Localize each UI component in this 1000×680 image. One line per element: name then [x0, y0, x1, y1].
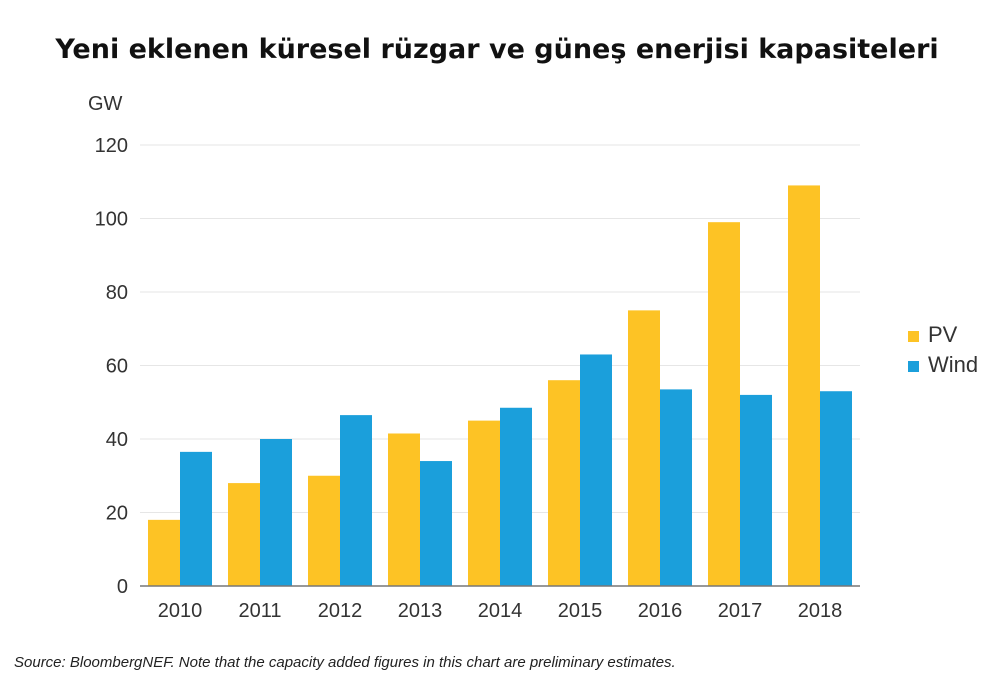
y-tick-label: 40 [106, 429, 128, 451]
y-tick-label: 120 [95, 135, 128, 157]
bar-pv-2014 [468, 420, 500, 586]
source-note: Source: BloombergNEF. Note that the capa… [14, 654, 676, 671]
y-axis-unit-label: GW [88, 93, 123, 115]
x-tick-label: 2017 [718, 600, 763, 622]
legend-swatch-pv [908, 331, 919, 342]
y-tick-label: 0 [117, 576, 128, 598]
bar-wind-2012 [340, 415, 372, 586]
bar-wind-2017 [740, 394, 772, 586]
legend-swatch-wind [908, 361, 919, 372]
bar-pv-2012 [308, 475, 340, 586]
x-axis-ticks: 2010 2011 2012 2013 2014 2015 2016 2017 2018 [158, 600, 843, 622]
bars [148, 185, 852, 587]
y-tick-label: 100 [95, 209, 128, 231]
y-tick-label: 80 [106, 282, 128, 304]
bar-wind-2011 [260, 439, 292, 586]
y-tick-label: 60 [106, 356, 128, 378]
x-tick-label: 2016 [638, 600, 683, 622]
bar-pv-2017 [708, 222, 740, 587]
x-tick-label: 2015 [558, 600, 603, 622]
x-tick-label: 2011 [238, 600, 281, 622]
legend-label-wind: Wind [928, 352, 978, 377]
x-tick-label: 2013 [398, 600, 443, 622]
x-tick-label: 2012 [318, 600, 363, 622]
bar-pv-2013 [388, 433, 420, 586]
x-tick-label: 2010 [158, 600, 203, 622]
x-tick-label: 2018 [798, 600, 843, 622]
bar-pv-2018 [788, 185, 820, 587]
bar-wind-2018 [820, 391, 852, 586]
y-tick-label: 20 [106, 503, 128, 525]
bar-wind-2015 [580, 354, 612, 586]
bar-wind-2013 [420, 461, 452, 586]
legend: PV Wind [908, 322, 978, 377]
bar-pv-2016 [628, 310, 660, 586]
bar-wind-2010 [180, 451, 212, 586]
bar-wind-2014 [500, 407, 532, 586]
y-axis-ticks: 0 20 40 60 80 100 120 [95, 135, 128, 598]
chart-title: Yeni eklenen küresel rüzgar ve güneş ene… [54, 34, 938, 65]
x-tick-label: 2014 [478, 600, 523, 622]
bar-pv-2011 [228, 483, 260, 586]
legend-label-pv: PV [928, 322, 958, 347]
bar-wind-2016 [660, 389, 692, 586]
bar-pv-2010 [148, 519, 180, 586]
bar-pv-2015 [548, 380, 580, 586]
